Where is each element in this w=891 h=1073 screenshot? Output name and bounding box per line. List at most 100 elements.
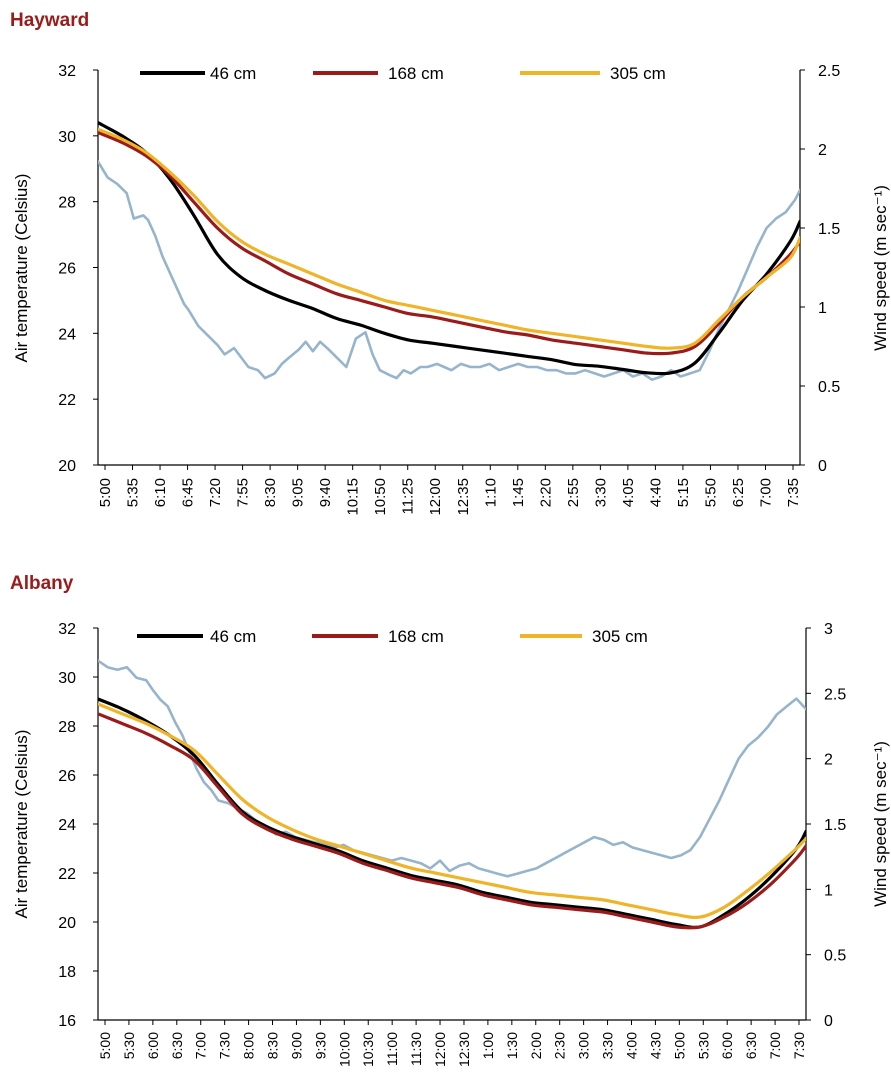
y2-tick-label: 2.5 xyxy=(824,686,846,703)
y-tick-label: 16 xyxy=(58,1013,76,1030)
series-line-168cm xyxy=(98,130,800,356)
series-line-46cm xyxy=(98,697,806,929)
x-tick-label: 4:40 xyxy=(647,478,664,507)
x-tick-label: 10:50 xyxy=(372,478,389,516)
x-tick-label: 5:00 xyxy=(671,1032,687,1059)
y-tick-label: 32 xyxy=(58,63,76,80)
chart-hayward: 20 22 24 26 28 30 32 0 0.5 1 1.5 2 2.5 5:00 5:35 6:10 6:… xyxy=(12,63,890,516)
series-line-46cm xyxy=(98,121,800,376)
y2-tick-label: 2 xyxy=(824,752,833,769)
x-tick-label: 8:30 xyxy=(262,478,279,507)
x-tick-label: 3:00 xyxy=(576,1032,592,1059)
series-line-305cm xyxy=(98,127,800,350)
x-tick-label: 3:30 xyxy=(600,1032,616,1059)
y-tick-label: 26 xyxy=(58,768,76,785)
y-tick-label: 20 xyxy=(58,458,76,475)
x-tick-label: 12:00 xyxy=(432,1032,448,1067)
y2-tick-label: 2 xyxy=(818,142,827,159)
x-tick-label: 1:00 xyxy=(480,1032,496,1059)
y2-axis-title: Wind speed (m sec⁻¹) xyxy=(871,741,890,907)
x-tick-label: 6:45 xyxy=(180,478,197,507)
x-tick-label: 1:30 xyxy=(504,1032,520,1059)
y-tick-label: 22 xyxy=(58,392,76,409)
x-tick-label: 10:00 xyxy=(336,1032,352,1067)
x-tick-label: 5:35 xyxy=(125,478,142,507)
x-tick-label: 3:30 xyxy=(592,478,609,507)
x-tick-label: 4:30 xyxy=(647,1032,663,1059)
x-tick-label: 9:05 xyxy=(290,478,307,507)
y-axis-title: Air temperature (Celsius) xyxy=(12,174,31,363)
x-tick-label: 11:00 xyxy=(384,1032,400,1066)
x-tick-label: 11:30 xyxy=(408,1032,424,1066)
y2-tick-label: 3 xyxy=(824,621,833,638)
legend-label: 168 cm xyxy=(388,627,444,646)
y-tick-label: 24 xyxy=(58,326,76,343)
x-tick-label: 5:00 xyxy=(97,1032,113,1059)
x-tick-label: 7:00 xyxy=(758,478,775,507)
y-tick-label: 28 xyxy=(58,195,76,212)
x-tick-label: 7:20 xyxy=(207,478,224,507)
series-line-305cm xyxy=(98,702,806,919)
legend-label: 305 cm xyxy=(610,64,666,83)
y-tick-label: 30 xyxy=(58,129,76,146)
x-tick-label: 12:35 xyxy=(455,478,472,516)
y-tick-label: 20 xyxy=(58,915,76,932)
chart-title-hayward: Hayward xyxy=(10,10,90,31)
y-tick-label: 28 xyxy=(58,719,76,736)
y2-tick-label: 0 xyxy=(824,1013,833,1030)
x-tick-label: 6:00 xyxy=(719,1032,735,1059)
y2-tick-label: 0.5 xyxy=(818,379,840,396)
x-tick-label: 7:00 xyxy=(193,1032,209,1059)
x-tick-label: 8:00 xyxy=(241,1032,257,1059)
x-tick-label: 2:30 xyxy=(552,1032,568,1059)
x-tick-label: 4:00 xyxy=(624,1032,640,1059)
y2-tick-label: 1 xyxy=(824,882,833,899)
x-tick-label: 5:00 xyxy=(97,478,114,507)
legend-label: 305 cm xyxy=(592,627,648,646)
chart-albany: 16 18 20 22 24 26 28 30 32 0 0.5 1 1.5 2 2.5 3 5:00 5:30 6… xyxy=(12,621,890,1067)
x-tick-label: 5:30 xyxy=(121,1032,137,1059)
x-tick-label: 5:30 xyxy=(695,1032,711,1059)
chart-title-albany: Albany xyxy=(10,573,74,594)
x-tick-label: 5:50 xyxy=(702,478,719,507)
y-axis-title: Air temperature (Celsius) xyxy=(12,730,31,919)
legend-label: 46 cm xyxy=(210,64,256,83)
y2-tick-label: 2.5 xyxy=(818,63,840,80)
x-tick-label: 6:00 xyxy=(145,1032,161,1059)
legend-label: 168 cm xyxy=(388,64,444,83)
x-tick-label: 1:10 xyxy=(482,478,499,507)
x-tick-label: 7:00 xyxy=(767,1032,783,1059)
y2-tick-label: 1 xyxy=(818,300,827,317)
x-tick-label: 12:00 xyxy=(427,478,444,516)
x-tick-label: 2:20 xyxy=(537,478,554,507)
x-tick-label: 9:30 xyxy=(312,1032,328,1059)
x-tick-label: 7:30 xyxy=(217,1032,233,1059)
series-line-168cm xyxy=(98,712,806,930)
y-tick-label: 24 xyxy=(58,817,76,834)
x-tick-label: 7:30 xyxy=(791,1032,807,1059)
legend-label: 46 cm xyxy=(210,627,256,646)
x-tick-label: 7:35 xyxy=(785,478,802,507)
x-tick-label: 10:30 xyxy=(360,1032,376,1067)
x-tick-label: 6:25 xyxy=(730,478,747,507)
x-tick-label: 6:30 xyxy=(743,1032,759,1059)
x-tick-label: 9:00 xyxy=(288,1032,304,1059)
y2-tick-label: 0.5 xyxy=(824,948,846,965)
x-tick-label: 10:15 xyxy=(345,478,362,516)
y-tick-label: 32 xyxy=(58,621,76,638)
y2-tick-label: 1.5 xyxy=(818,221,840,238)
x-tick-label: 4:05 xyxy=(620,478,637,507)
y-tick-label: 18 xyxy=(58,964,76,981)
y-tick-label: 26 xyxy=(58,261,76,278)
x-tick-label: 5:15 xyxy=(675,478,692,507)
y2-tick-label: 1.5 xyxy=(824,817,846,834)
y-tick-label: 30 xyxy=(58,670,76,687)
series-line-wind-speed xyxy=(98,659,806,878)
x-tick-label: 7:55 xyxy=(235,478,252,507)
x-tick-label: 8:30 xyxy=(265,1032,281,1059)
x-tick-label: 12:30 xyxy=(456,1032,472,1067)
x-tick-label: 2:00 xyxy=(528,1032,544,1059)
x-tick-label: 1:45 xyxy=(510,478,527,507)
x-tick-label: 2:55 xyxy=(565,478,582,507)
y-tick-label: 22 xyxy=(58,866,76,883)
